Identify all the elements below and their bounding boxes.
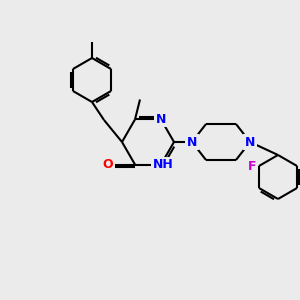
Text: N: N xyxy=(156,113,166,126)
Text: O: O xyxy=(103,158,113,171)
Text: F: F xyxy=(248,160,256,172)
Text: N: N xyxy=(187,136,197,148)
Text: N: N xyxy=(245,136,255,148)
Text: NH: NH xyxy=(153,158,173,171)
